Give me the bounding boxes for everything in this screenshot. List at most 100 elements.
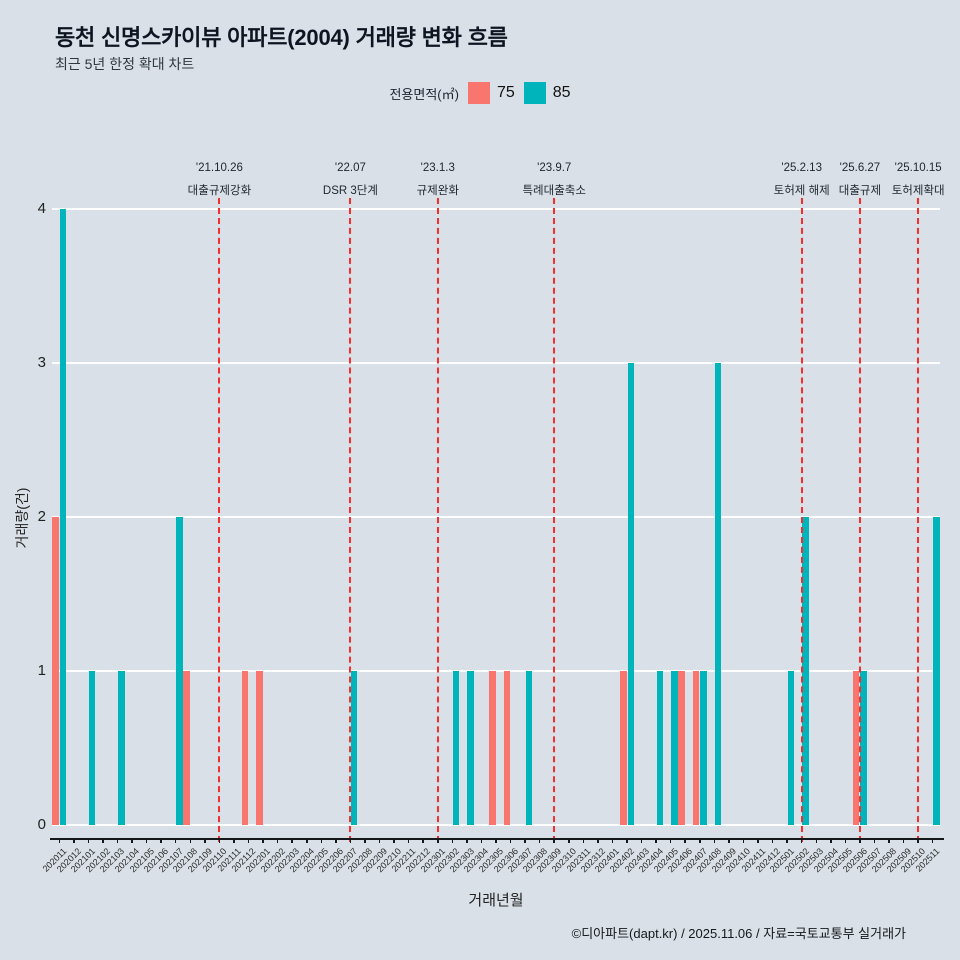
x-tick-202501 [786, 838, 788, 843]
x-tick-202401 [611, 838, 614, 843]
x-tick-202112 [247, 838, 250, 843]
x-tick-202205 [320, 838, 323, 843]
x-tick-202303 [466, 838, 468, 843]
bar-75-202406 [678, 671, 685, 825]
event-date-202502: '25.2.13 [781, 162, 822, 174]
gridline-1 [52, 670, 940, 672]
x-tick-202307 [524, 838, 526, 843]
bar-85-202103 [118, 671, 125, 825]
event-label-202510: 토허제확대 [891, 185, 945, 197]
event-line-202502 [800, 198, 803, 842]
event-line-202301 [436, 198, 439, 842]
bar-75-202305 [489, 671, 496, 825]
x-tick-202505 [844, 838, 847, 843]
legend: 전용면적(㎡) 75 85 [0, 82, 960, 104]
legend-item-85: 85 [523, 82, 571, 104]
x-tick-202406 [684, 838, 686, 843]
x-tick-202508 [888, 838, 890, 843]
gridline-2 [52, 516, 940, 518]
x-tick-202106 [160, 838, 162, 843]
x-tick-202101 [87, 838, 90, 843]
x-axis-title: 거래년월 [468, 892, 524, 909]
event-date-202309: '23.9.7 [537, 162, 572, 174]
x-tick-202209 [378, 838, 381, 843]
x-tick-202212 [422, 838, 424, 843]
gridline-0 [52, 824, 940, 826]
x-tick-202502 [800, 838, 803, 843]
x-tick-202202 [276, 838, 279, 843]
x-tick-202509 [902, 838, 905, 843]
x-tick-202011 [58, 838, 61, 843]
page-title: 동천 신명스카이뷰 아파트(2004) 거래량 변화 흐름 [55, 25, 508, 50]
bar-75-202402 [620, 671, 627, 825]
x-tick-202102 [102, 838, 104, 843]
x-tick-202503 [815, 838, 817, 843]
bar-75-202306 [503, 671, 511, 825]
x-tick-202304 [480, 838, 483, 843]
event-label-202301: 규제완화 [416, 185, 459, 197]
bar-75-202201 [256, 671, 263, 825]
bar-85-202506 [860, 671, 867, 825]
x-tick-202208 [364, 838, 366, 843]
x-tick-202407 [699, 838, 701, 843]
x-tick-202206 [335, 838, 337, 843]
x-tick-202204 [306, 838, 308, 843]
bar-75-202506 [852, 671, 860, 825]
legend-label-75: 75 [496, 84, 515, 101]
bar-85-202402 [627, 363, 635, 825]
x-tick-202308 [538, 838, 541, 843]
event-line-202207 [349, 198, 352, 842]
bar-85-202404 [656, 671, 664, 825]
x-tick-202510 [917, 838, 919, 843]
x-tick-202306 [509, 838, 512, 843]
x-tick-202504 [830, 838, 832, 843]
x-tick-202012 [73, 838, 75, 843]
x-tick-202109 [204, 838, 206, 843]
event-date-202207: '22.07 [334, 162, 366, 174]
x-tick-202203 [291, 838, 293, 843]
y-tick-label-1: 1 [37, 662, 46, 679]
event-line-202309 [553, 198, 556, 842]
event-line-202506 [858, 198, 861, 842]
x-tick-202310 [568, 838, 570, 843]
gridline-4 [52, 208, 940, 210]
event-date-202510: '25.10.15 [894, 162, 942, 174]
gridline-3 [52, 362, 940, 364]
event-label-202207: DSR 3단계 [322, 185, 378, 197]
x-tick-202110 [218, 838, 221, 843]
x-axis-line [50, 838, 944, 840]
x-tick-202105 [145, 838, 148, 843]
y-tick-label-0: 0 [37, 816, 46, 833]
bar-85-202011 [59, 209, 67, 825]
x-tick-202302 [451, 838, 454, 843]
x-tick-202408 [713, 838, 716, 843]
x-tick-202201 [262, 838, 264, 843]
bar-75-202011 [52, 517, 59, 825]
x-tick-202107 [174, 838, 177, 843]
bar-85-202502 [802, 517, 809, 825]
x-tick-202111 [233, 838, 235, 843]
event-date-202301: '23.1.3 [420, 162, 455, 174]
x-tick-202104 [131, 838, 133, 843]
event-label-202309: 특례대출축소 [522, 185, 586, 197]
bar-75-202407 [692, 671, 700, 825]
x-tick-202507 [873, 838, 876, 843]
y-tick-label-3: 3 [37, 354, 46, 371]
event-label-202502: 토허제 해제 [773, 185, 830, 197]
event-line-202110 [218, 198, 221, 842]
footer-credit: ©디아파트(dapt.kr) / 2025.11.06 / 자료=국토교통부 실… [571, 926, 906, 941]
x-tick-202311 [582, 838, 585, 843]
bar-85-202405 [671, 671, 678, 825]
bar-85-202501 [787, 671, 795, 825]
x-tick-202312 [597, 838, 599, 843]
x-tick-202402 [626, 838, 628, 843]
y-tick-label-4: 4 [37, 200, 46, 217]
x-tick-202511 [931, 838, 934, 843]
bar-85-202101 [88, 671, 96, 825]
bar-85-202302 [452, 671, 460, 825]
bar-75-202112 [241, 671, 249, 825]
legend-title: 전용면적(㎡) [389, 86, 459, 102]
event-line-202510 [917, 198, 920, 842]
x-tick-202108 [189, 838, 192, 843]
